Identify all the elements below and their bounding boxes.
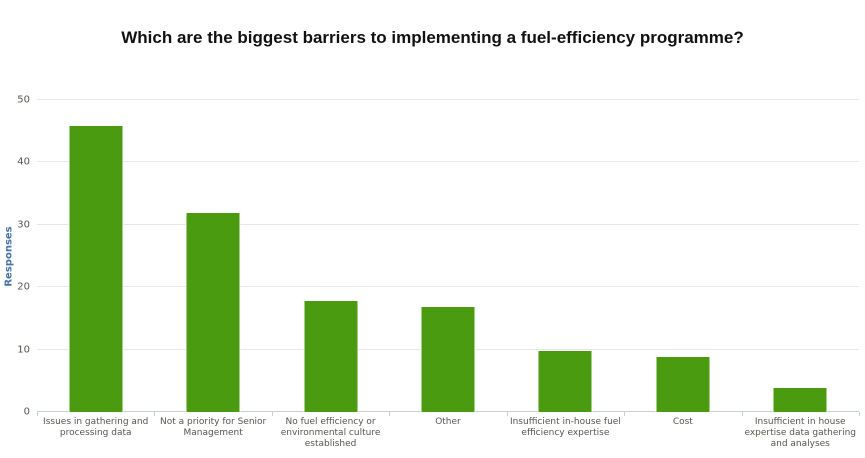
y-axis-tick-label: 20 bbox=[17, 281, 30, 293]
x-axis-labels-row: Issues in gathering and processing data N… bbox=[37, 417, 859, 450]
category-slot bbox=[389, 100, 506, 412]
bar[interactable] bbox=[420, 305, 476, 412]
y-axis-tick-label: 50 bbox=[17, 94, 30, 106]
x-axis-label: Insufficient in house expertise data gat… bbox=[744, 417, 856, 449]
category-slot bbox=[624, 100, 741, 412]
gridline bbox=[37, 223, 859, 225]
gridline bbox=[37, 161, 859, 163]
bar[interactable] bbox=[68, 124, 124, 412]
category-slot bbox=[272, 100, 389, 412]
x-axis-label: Cost bbox=[672, 417, 693, 427]
x-axis-label: Insufficient in-house fuel efficiency ex… bbox=[509, 417, 621, 438]
y-axis-tick-label: 0 bbox=[23, 406, 30, 418]
x-axis-tick bbox=[37, 412, 38, 416]
gridline bbox=[37, 99, 859, 100]
bar[interactable] bbox=[303, 299, 359, 412]
x-axis-tick bbox=[389, 412, 391, 416]
gridline bbox=[37, 286, 859, 288]
bar[interactable] bbox=[772, 387, 828, 412]
category-slot bbox=[154, 100, 271, 412]
x-axis-label: Not a priority for Senior Management bbox=[160, 417, 267, 438]
x-axis-tick bbox=[506, 412, 508, 416]
x-axis-label: No fuel efficiency or environmental cult… bbox=[280, 417, 381, 449]
y-axis-title-container: Responses bbox=[0, 100, 18, 412]
x-axis-tick bbox=[859, 412, 860, 416]
y-axis-title: Responses bbox=[3, 225, 15, 287]
y-axis-tick-label: 40 bbox=[17, 156, 30, 168]
x-axis-tick bbox=[741, 412, 743, 416]
x-axis-label: Other bbox=[435, 417, 461, 427]
x-axis-tick bbox=[624, 412, 626, 416]
x-axis-label: Issues in gathering and processing data bbox=[43, 417, 149, 438]
category-slot bbox=[507, 100, 624, 412]
x-axis-tick bbox=[271, 412, 273, 416]
plot-area: 0 10 20 30 40 50 Issues in gathering and proce… bbox=[17, 95, 860, 449]
y-axis-tick-label: 30 bbox=[17, 219, 30, 231]
category-slot bbox=[742, 100, 859, 412]
y-axis-tick-label: 10 bbox=[17, 344, 30, 356]
chart-title: Which are the biggest barriers to implem… bbox=[121, 28, 744, 47]
category-slot bbox=[37, 100, 154, 412]
x-axis-tick bbox=[154, 412, 156, 416]
bar[interactable] bbox=[655, 355, 711, 412]
bars-row bbox=[37, 100, 859, 412]
bar[interactable] bbox=[185, 212, 241, 412]
bar[interactable] bbox=[537, 349, 593, 412]
